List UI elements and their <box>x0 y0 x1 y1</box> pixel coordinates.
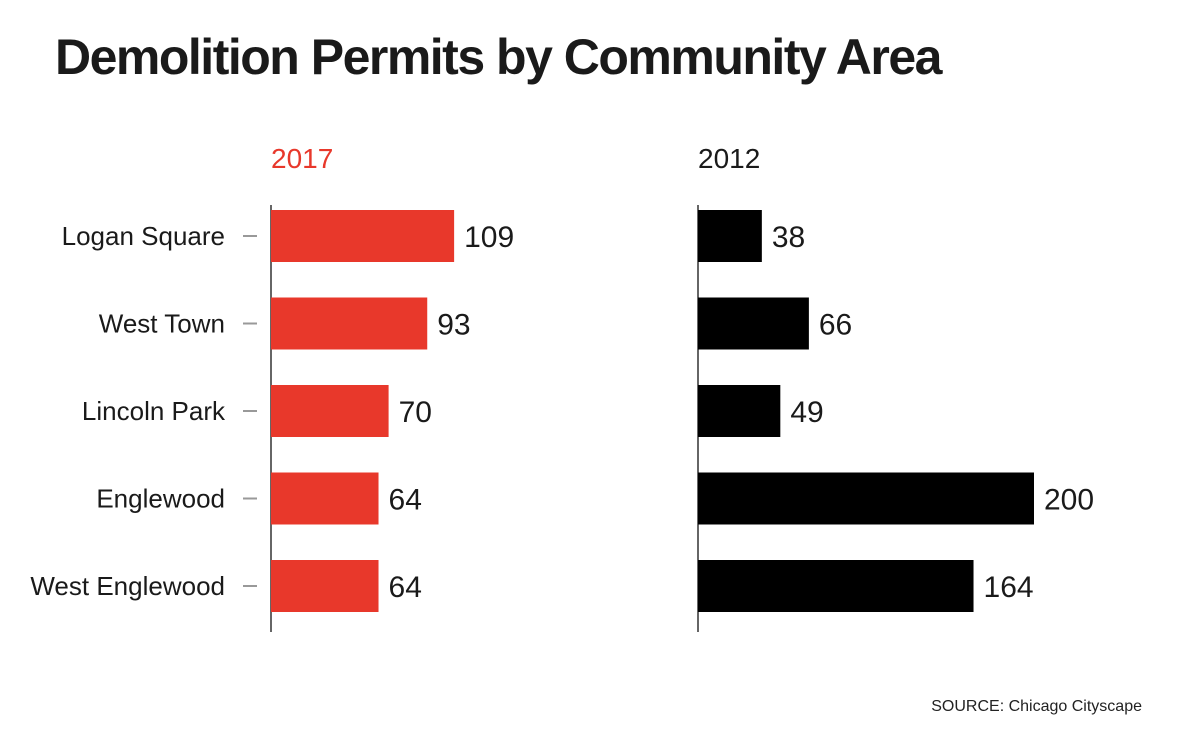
category-label: West Englewood <box>30 571 225 601</box>
data-label: 93 <box>437 309 470 342</box>
category-label: Englewood <box>96 484 225 514</box>
category-label: Lincoln Park <box>82 396 226 426</box>
data-label: 49 <box>790 396 823 429</box>
source-note: SOURCE: Chicago Cityscape <box>931 698 1142 715</box>
category-label: Logan Square <box>62 221 225 251</box>
data-label: 70 <box>399 396 432 429</box>
series-header-2012: 2012 <box>698 143 760 174</box>
chart-title: Demolition Permits by Community Area <box>55 29 943 85</box>
bar-2012-englewood <box>698 472 1034 525</box>
series-header-2017: 2017 <box>271 143 333 174</box>
bar-2012-logan-square <box>698 210 762 262</box>
bar-2017-lincoln-park <box>271 385 389 437</box>
bar-2012-west-englewood <box>698 560 974 612</box>
category-label: West Town <box>99 309 225 339</box>
bar-2017-logan-square <box>271 210 455 262</box>
data-label: 164 <box>984 571 1034 604</box>
data-label: 64 <box>389 484 422 517</box>
data-label: 38 <box>772 221 805 254</box>
bar-2017-englewood <box>271 472 379 525</box>
data-label: 200 <box>1044 484 1094 517</box>
data-label: 109 <box>464 221 514 254</box>
data-label: 66 <box>819 309 852 342</box>
bar-2012-lincoln-park <box>698 385 781 437</box>
data-label: 64 <box>389 571 422 604</box>
bar-2017-west-englewood <box>271 560 379 612</box>
bar-2012-west-town <box>698 297 809 350</box>
bar-2017-west-town <box>271 297 428 350</box>
